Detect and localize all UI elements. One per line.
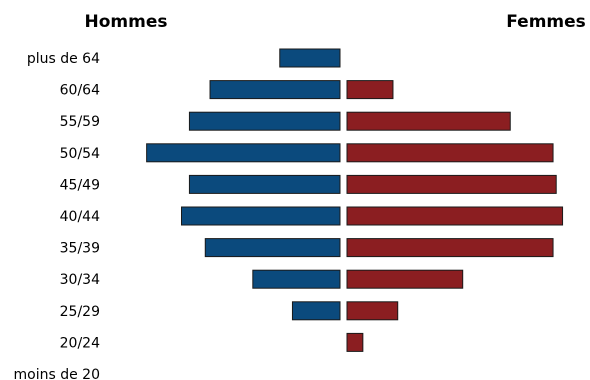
- bar-femmes: [346, 238, 554, 258]
- category-label: 50/54: [60, 146, 100, 162]
- bar-hommes: [252, 269, 341, 289]
- category-label: 25/29: [60, 304, 100, 320]
- category-label: 45/49: [60, 177, 100, 193]
- bar-hommes: [181, 206, 341, 226]
- category-label: 55/59: [60, 114, 100, 130]
- category-labels: moins de 20 20/24 25/29 30/34 35/39 40/44 45/4…: [14, 51, 101, 380]
- bar-femmes: [346, 174, 557, 194]
- category-label: 35/39: [60, 241, 100, 257]
- bar-hommes: [279, 48, 341, 68]
- bar-hommes: [209, 80, 341, 100]
- bar-hommes: [188, 174, 341, 194]
- bar-hommes: [291, 301, 341, 321]
- bar-femmes: [346, 269, 464, 289]
- bar-femmes: [346, 301, 399, 321]
- bar-femmes: [346, 332, 364, 352]
- bar-femmes: [346, 80, 394, 100]
- category-label: 20/24: [60, 335, 100, 351]
- category-label: 40/44: [60, 209, 100, 225]
- bar-femmes: [346, 111, 511, 131]
- legend-hommes: Hommes: [85, 12, 168, 32]
- legend-femmes: Femmes: [506, 12, 586, 32]
- bars-hommes: [146, 48, 341, 321]
- category-label: 60/64: [60, 83, 100, 99]
- category-label: 30/34: [60, 272, 100, 288]
- category-label: moins de 20: [14, 367, 100, 380]
- bars-femmes: [346, 80, 564, 352]
- bar-hommes: [188, 111, 341, 131]
- bar-hommes: [204, 238, 341, 258]
- bar-femmes: [346, 143, 554, 163]
- category-label: plus de 64: [27, 51, 100, 67]
- bar-hommes: [146, 143, 341, 163]
- bar-femmes: [346, 206, 564, 226]
